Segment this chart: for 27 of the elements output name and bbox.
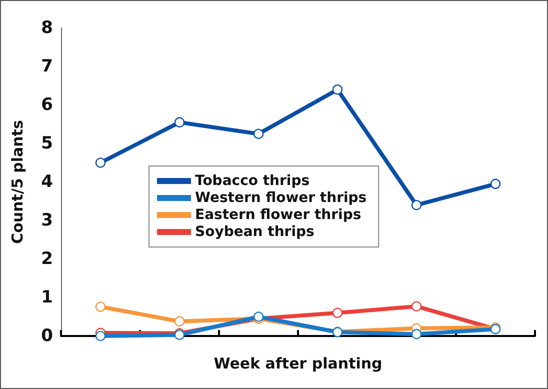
y-tick-label: 6 xyxy=(41,95,53,115)
legend-label: Eastern flower thrips xyxy=(195,207,362,223)
point xyxy=(490,178,501,190)
point xyxy=(174,117,185,128)
point xyxy=(411,301,422,312)
y-tick-label: 7 xyxy=(41,56,53,76)
point xyxy=(253,128,264,139)
point xyxy=(332,84,343,95)
x-axis-title: Week after planting xyxy=(214,354,382,372)
point xyxy=(332,308,343,318)
y-tick-label: 8 xyxy=(41,18,53,38)
legend-label: Soybean thrips xyxy=(195,224,314,240)
y-tick-label: 3 xyxy=(41,210,53,230)
point xyxy=(95,302,106,312)
point xyxy=(95,330,106,342)
y-tick-label: 0 xyxy=(41,326,54,346)
y-tick-label: 5 xyxy=(41,134,53,154)
y-tick-label: 2 xyxy=(41,249,53,269)
legend-label: Western flower thrips xyxy=(195,190,367,206)
point xyxy=(174,316,185,326)
point xyxy=(411,200,422,210)
point xyxy=(411,328,422,340)
point xyxy=(95,158,106,168)
y-tick-label: 1 xyxy=(41,288,53,308)
y-tick-label: 4 xyxy=(41,172,54,192)
y-axis-title: Count/5 plants xyxy=(8,120,26,244)
legend-label: Tobacco thrips xyxy=(195,173,310,189)
